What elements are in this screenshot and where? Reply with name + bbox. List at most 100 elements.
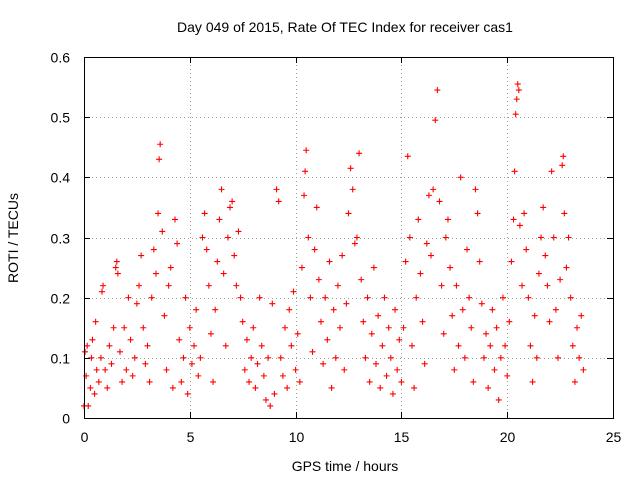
- data-point: [82, 348, 89, 355]
- data-point: [489, 306, 496, 313]
- data-point: [389, 390, 396, 397]
- data-point: [191, 342, 198, 349]
- data-point: [305, 234, 312, 241]
- x-tick-label: 0: [81, 429, 89, 445]
- y-tick-label: 0.5: [51, 110, 71, 126]
- data-point: [178, 378, 185, 385]
- data-point: [504, 372, 511, 379]
- data-point: [311, 246, 318, 253]
- data-point: [417, 270, 424, 277]
- data-point: [436, 198, 443, 205]
- data-point: [156, 156, 163, 163]
- data-point: [515, 87, 522, 94]
- data-point: [430, 186, 437, 193]
- data-point: [506, 318, 513, 325]
- data-point: [387, 354, 394, 361]
- data-point: [531, 312, 538, 319]
- data-point: [544, 282, 551, 289]
- x-tick-label: 15: [394, 429, 410, 445]
- data-point: [210, 378, 217, 385]
- data-point: [243, 336, 250, 343]
- data-point: [487, 342, 494, 349]
- data-point: [343, 300, 350, 307]
- data-point: [559, 162, 566, 169]
- data-point: [483, 330, 490, 337]
- y-axis-label: ROTI / TECUs: [5, 193, 21, 283]
- data-series: [81, 81, 587, 409]
- data-point: [402, 258, 409, 265]
- data-point: [419, 318, 426, 325]
- data-point: [246, 378, 253, 385]
- data-point: [529, 378, 536, 385]
- data-point: [302, 168, 309, 175]
- data-point: [91, 390, 98, 397]
- data-point: [102, 366, 109, 373]
- data-point: [116, 348, 123, 355]
- x-tick-label: 25: [606, 429, 622, 445]
- gridlines: [84, 57, 613, 418]
- data-point: [322, 294, 329, 301]
- data-point: [377, 384, 384, 391]
- data-point: [296, 378, 303, 385]
- x-tick-label: 5: [187, 429, 195, 445]
- data-point: [411, 384, 418, 391]
- data-point: [334, 282, 341, 289]
- data-point: [425, 192, 432, 199]
- data-point: [472, 186, 479, 193]
- data-point: [398, 378, 405, 385]
- data-point: [92, 318, 99, 325]
- data-point: [315, 276, 322, 283]
- data-point: [144, 342, 151, 349]
- data-point: [301, 192, 308, 199]
- data-point: [104, 384, 111, 391]
- data-point: [571, 378, 578, 385]
- data-point: [169, 384, 176, 391]
- data-point: [364, 294, 371, 301]
- data-point: [294, 330, 301, 337]
- data-point: [404, 153, 411, 160]
- data-point: [540, 204, 547, 211]
- data-point: [142, 360, 149, 367]
- data-point: [203, 246, 210, 253]
- data-point: [320, 360, 327, 367]
- data-point: [546, 318, 553, 325]
- data-point: [523, 246, 530, 253]
- data-point: [438, 282, 445, 289]
- data-point: [89, 336, 96, 343]
- data-point: [307, 294, 314, 301]
- data-point: [561, 210, 568, 217]
- data-point: [157, 141, 164, 148]
- data-point: [451, 366, 458, 373]
- data-point: [349, 186, 356, 193]
- data-point: [277, 354, 284, 361]
- data-point: [560, 153, 567, 160]
- data-point: [519, 282, 526, 289]
- data-point: [95, 378, 102, 385]
- y-tick-label: 0.2: [51, 291, 71, 307]
- data-point: [565, 234, 572, 241]
- data-point: [459, 306, 466, 313]
- data-point: [233, 282, 240, 289]
- data-point: [171, 216, 178, 223]
- chart-title: Day 049 of 2015, Rate Of TEC Index for r…: [177, 19, 513, 35]
- data-point: [552, 306, 559, 313]
- data-point: [146, 378, 153, 385]
- data-point: [466, 294, 473, 301]
- data-point: [127, 336, 134, 343]
- data-point: [159, 228, 166, 235]
- data-point: [476, 258, 483, 265]
- data-point: [140, 324, 147, 331]
- y-tick-label: 0.6: [51, 50, 71, 66]
- data-point: [569, 342, 576, 349]
- data-point: [432, 117, 439, 124]
- data-point: [379, 342, 386, 349]
- data-point: [216, 216, 223, 223]
- data-point: [491, 366, 498, 373]
- data-point: [557, 276, 564, 283]
- data-point: [97, 354, 104, 361]
- data-point: [421, 360, 428, 367]
- data-point: [527, 342, 534, 349]
- data-point: [356, 150, 363, 157]
- data-point: [317, 318, 324, 325]
